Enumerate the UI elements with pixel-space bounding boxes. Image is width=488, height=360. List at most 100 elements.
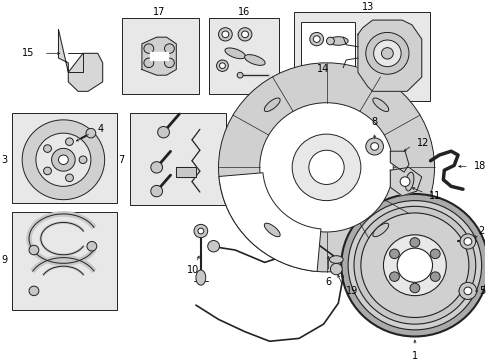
Ellipse shape xyxy=(372,223,388,237)
Text: 3: 3 xyxy=(1,155,7,165)
Circle shape xyxy=(459,234,475,249)
Circle shape xyxy=(59,155,68,165)
Circle shape xyxy=(238,28,251,41)
Circle shape xyxy=(313,36,320,42)
Circle shape xyxy=(207,240,219,252)
Ellipse shape xyxy=(329,256,343,263)
Circle shape xyxy=(399,177,409,186)
Text: 6: 6 xyxy=(325,276,331,287)
Text: 5: 5 xyxy=(478,286,484,296)
Circle shape xyxy=(150,162,162,173)
Circle shape xyxy=(291,134,360,201)
Text: 18: 18 xyxy=(473,161,485,171)
Circle shape xyxy=(383,235,446,296)
Circle shape xyxy=(360,213,468,318)
Text: 19: 19 xyxy=(346,286,358,296)
Text: 16: 16 xyxy=(238,8,250,18)
Circle shape xyxy=(396,248,432,282)
Polygon shape xyxy=(142,37,176,75)
Circle shape xyxy=(308,150,344,184)
Circle shape xyxy=(29,286,39,296)
FancyBboxPatch shape xyxy=(293,13,429,101)
Circle shape xyxy=(365,32,408,74)
Circle shape xyxy=(222,31,228,38)
Circle shape xyxy=(389,249,399,258)
FancyBboxPatch shape xyxy=(12,212,117,310)
Circle shape xyxy=(373,40,400,67)
Text: 7: 7 xyxy=(118,155,124,165)
Wedge shape xyxy=(219,173,320,271)
Circle shape xyxy=(353,206,475,324)
Circle shape xyxy=(164,58,174,68)
Circle shape xyxy=(241,31,248,38)
Circle shape xyxy=(43,167,51,175)
Ellipse shape xyxy=(244,55,264,66)
FancyBboxPatch shape xyxy=(130,113,226,205)
Text: 8: 8 xyxy=(371,117,377,126)
Circle shape xyxy=(429,249,439,258)
Ellipse shape xyxy=(264,223,280,237)
Ellipse shape xyxy=(328,37,347,45)
FancyBboxPatch shape xyxy=(12,113,117,203)
Ellipse shape xyxy=(372,98,388,112)
Text: 12: 12 xyxy=(416,138,428,148)
Circle shape xyxy=(330,263,342,275)
Circle shape xyxy=(157,126,169,138)
Text: 13: 13 xyxy=(361,2,373,12)
Circle shape xyxy=(218,28,232,41)
Circle shape xyxy=(52,148,75,171)
Circle shape xyxy=(79,156,87,163)
Circle shape xyxy=(458,282,476,300)
FancyBboxPatch shape xyxy=(208,18,279,94)
Text: 17: 17 xyxy=(153,8,165,18)
Text: 2: 2 xyxy=(478,226,484,236)
Circle shape xyxy=(365,138,383,155)
Circle shape xyxy=(389,272,399,282)
Circle shape xyxy=(194,224,207,238)
Text: 4: 4 xyxy=(98,124,103,134)
Text: 1: 1 xyxy=(411,351,417,360)
Polygon shape xyxy=(389,167,421,196)
Circle shape xyxy=(381,48,392,59)
Circle shape xyxy=(219,63,225,68)
Circle shape xyxy=(309,32,323,46)
Circle shape xyxy=(150,185,162,197)
Circle shape xyxy=(237,72,243,78)
Circle shape xyxy=(164,44,174,53)
Circle shape xyxy=(22,120,104,200)
Circle shape xyxy=(347,201,481,330)
Polygon shape xyxy=(389,151,408,172)
Circle shape xyxy=(463,238,471,245)
FancyBboxPatch shape xyxy=(122,18,199,94)
FancyBboxPatch shape xyxy=(301,22,354,68)
Circle shape xyxy=(409,238,419,247)
Circle shape xyxy=(65,174,73,182)
Circle shape xyxy=(29,245,39,255)
Text: 14: 14 xyxy=(317,64,329,75)
Polygon shape xyxy=(176,167,196,177)
Ellipse shape xyxy=(264,98,280,112)
Text: 10: 10 xyxy=(186,265,199,275)
Circle shape xyxy=(87,242,97,251)
Ellipse shape xyxy=(196,270,205,285)
Circle shape xyxy=(341,194,488,337)
Circle shape xyxy=(143,58,153,68)
Circle shape xyxy=(259,103,392,232)
Circle shape xyxy=(463,287,471,295)
Circle shape xyxy=(86,129,96,138)
Circle shape xyxy=(143,44,153,53)
Text: 15: 15 xyxy=(21,48,34,58)
Circle shape xyxy=(370,143,378,150)
Circle shape xyxy=(65,138,73,145)
Polygon shape xyxy=(357,20,421,91)
Ellipse shape xyxy=(405,172,413,191)
Circle shape xyxy=(216,60,228,71)
Polygon shape xyxy=(59,30,102,91)
Circle shape xyxy=(218,63,434,272)
Circle shape xyxy=(43,145,51,152)
Polygon shape xyxy=(149,53,168,60)
Text: 9: 9 xyxy=(1,255,7,265)
Circle shape xyxy=(36,133,91,186)
Circle shape xyxy=(326,37,334,45)
Circle shape xyxy=(198,228,203,234)
